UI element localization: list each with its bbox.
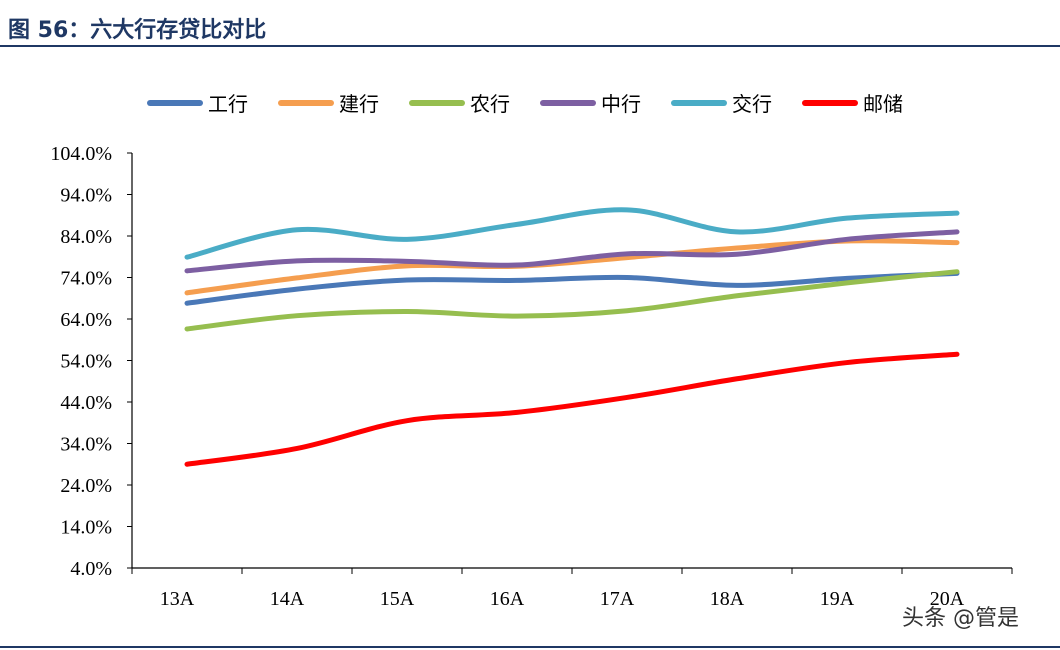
- series-line-4: [184, 229, 960, 274]
- x-tick-label: 13A: [160, 588, 195, 610]
- y-tick-label: 74.0%: [60, 268, 112, 290]
- axes: 4.0% 14.0% 24.0% 34.0% 44.0% 54.0% 64.0% 74.0% 8…: [50, 143, 1013, 610]
- y-tick-label: 14.0%: [60, 517, 112, 539]
- y-tick-label: 84.0%: [60, 226, 112, 248]
- legend-label: 中行: [601, 92, 641, 116]
- bottom-divider: [0, 646, 1060, 648]
- y-tick-label: 64.0%: [60, 309, 112, 331]
- legend-label: 工行: [208, 92, 248, 116]
- series-line-3: [184, 269, 960, 332]
- legend-label: 建行: [339, 92, 379, 116]
- y-tick-label: 54.0%: [60, 351, 112, 373]
- figure-title: 图 56：六大行存贷比对比: [8, 18, 267, 43]
- series-lines: [184, 207, 960, 467]
- x-tick-label: 20A: [930, 588, 965, 610]
- y-tick-label: 104.0%: [50, 143, 112, 165]
- series-line-5: [184, 207, 960, 260]
- y-tick-label: 24.0%: [60, 475, 112, 497]
- y-tick-label: 94.0%: [60, 185, 112, 207]
- x-tick-label: 19A: [820, 588, 855, 610]
- title-divider: [0, 45, 1060, 47]
- y-tick-label: 4.0%: [70, 558, 112, 580]
- x-tick-label: 18A: [710, 588, 745, 610]
- series-line-1: [184, 270, 960, 306]
- y-tick-label: 44.0%: [60, 392, 112, 414]
- legend: 工行 建行 农行 中行 交行 邮储: [147, 92, 903, 116]
- legend-label: 邮储: [863, 92, 903, 116]
- x-tick-label: 16A: [490, 588, 525, 610]
- x-tick-label: 17A: [600, 588, 635, 610]
- x-tick-label: 15A: [380, 588, 415, 610]
- watermark: 头条 @管是: [902, 606, 1019, 631]
- legend-label: 农行: [470, 92, 510, 116]
- y-tick-label: 34.0%: [60, 434, 112, 456]
- x-tick-label: 14A: [270, 588, 305, 610]
- series-line-6: [184, 351, 960, 467]
- legend-label: 交行: [732, 92, 772, 116]
